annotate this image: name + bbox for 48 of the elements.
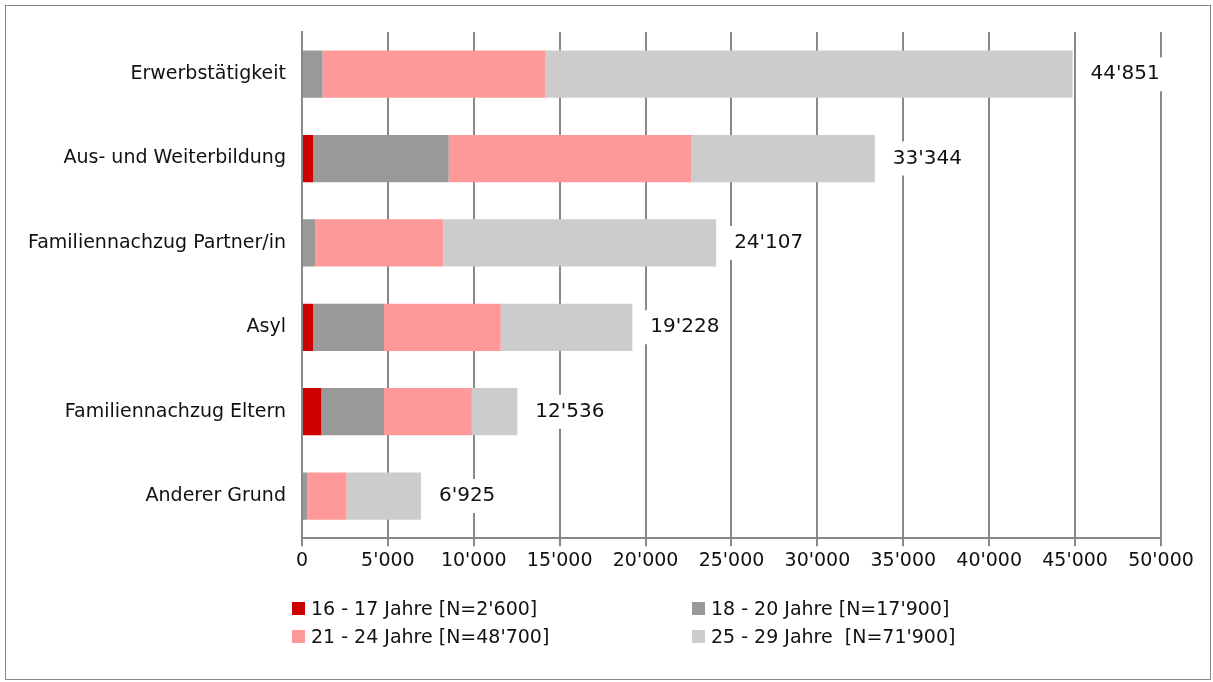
x-tick-label: 0 xyxy=(295,547,309,570)
bar xyxy=(302,303,314,351)
total-label: 24'107 xyxy=(734,229,804,254)
x-tick-label: 30'000 xyxy=(784,547,851,570)
y-tick-label: Aus- und Weiterbildung xyxy=(63,145,286,168)
legend-label: 25 - 29 Jahre [N=71'900] xyxy=(710,625,957,647)
bar xyxy=(302,219,316,267)
x-tick-label: 35'000 xyxy=(870,547,937,570)
bar xyxy=(384,388,472,436)
total-label: 19'228 xyxy=(650,313,720,338)
bar xyxy=(500,303,633,351)
x-tick-label: 10'000 xyxy=(440,547,507,570)
bar xyxy=(313,303,384,351)
bar xyxy=(321,388,384,436)
x-tick-label: 25'000 xyxy=(698,547,765,570)
bar xyxy=(302,472,308,520)
x-tick-label: 5'000 xyxy=(361,547,415,570)
bar xyxy=(302,50,323,98)
bar xyxy=(471,388,518,436)
bar xyxy=(443,219,717,267)
bar xyxy=(346,472,421,520)
bar xyxy=(302,134,314,183)
x-tick-label: 20'000 xyxy=(612,547,679,570)
y-tick-label: Familiennachzug Eltern xyxy=(64,398,286,421)
bar xyxy=(545,50,1073,98)
y-tick-label: Asyl xyxy=(246,314,286,337)
total-label: 6'925 xyxy=(438,482,496,507)
legend-label: 16 - 17 Jahre [N=2'600] xyxy=(310,597,539,619)
x-tick-label: 40'000 xyxy=(956,547,1023,570)
bar xyxy=(315,219,444,267)
bar xyxy=(307,472,347,520)
y-tick-label: Erwerbstätigkeit xyxy=(130,61,286,84)
bar xyxy=(384,303,501,351)
legend-label: 18 - 20 Jahre [N=17'900] xyxy=(710,597,951,619)
total-label: 33'344 xyxy=(892,144,962,169)
x-tick-label: 45'000 xyxy=(1042,547,1108,570)
bar xyxy=(691,134,875,183)
bar xyxy=(448,134,692,183)
x-tick-label: 15'000 xyxy=(526,547,593,570)
y-tick-label: Anderer Grund xyxy=(145,482,286,505)
bar xyxy=(322,50,546,98)
bar xyxy=(313,134,449,183)
y-tick-label: Familiennachzug Partner/in xyxy=(28,229,286,252)
total-label: 12'536 xyxy=(535,397,605,422)
bar xyxy=(302,388,322,436)
x-tick-label: 50'000 xyxy=(1128,547,1194,570)
legend-label: 21 - 24 Jahre [N=48'700] xyxy=(310,625,551,647)
total-label: 44'851 xyxy=(1090,60,1160,85)
